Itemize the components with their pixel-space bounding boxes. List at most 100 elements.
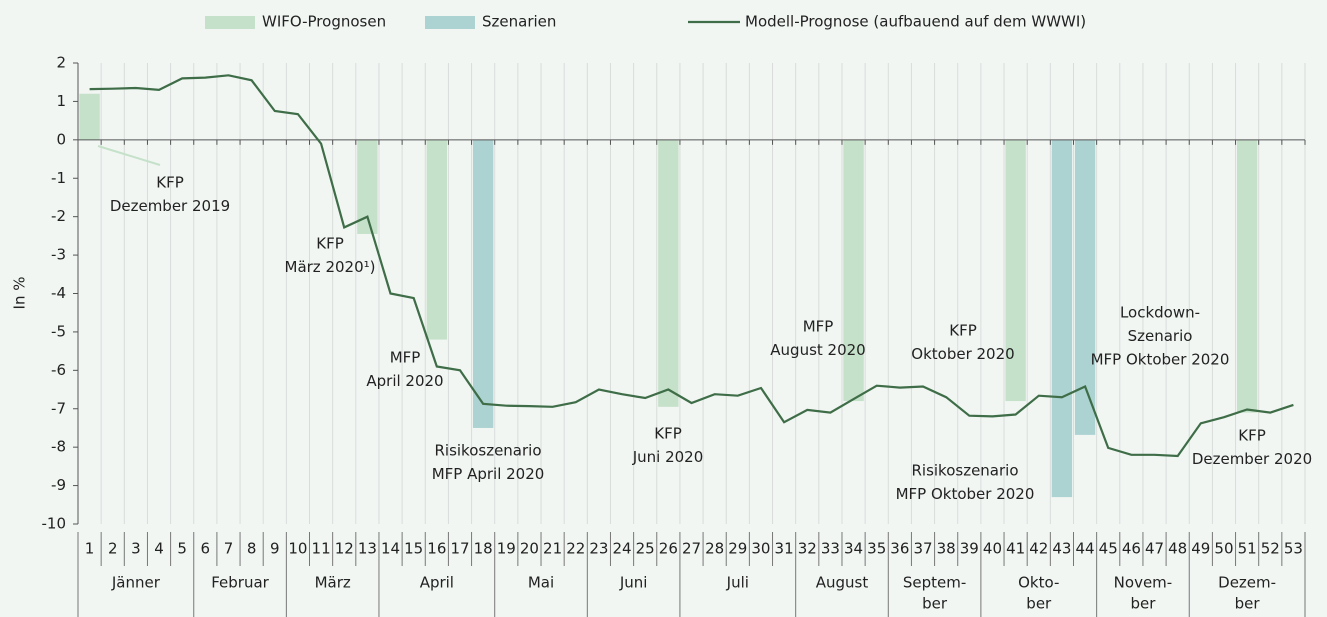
- x-tick-label: 33: [821, 540, 840, 558]
- annotation: Risikoszenario: [911, 462, 1018, 480]
- y-tick-label: -5: [51, 322, 66, 340]
- x-tick-label: 44: [1076, 540, 1095, 558]
- y-tick-label: 0: [56, 130, 66, 148]
- x-tick-label: 48: [1168, 540, 1187, 558]
- annotation: MFP Oktober 2020: [896, 485, 1035, 503]
- legend-label: WIFO-Prognosen: [262, 13, 386, 31]
- x-tick-label: 5: [177, 540, 187, 558]
- x-tick-label: 51: [1238, 540, 1257, 558]
- x-tick-label: 37: [913, 540, 932, 558]
- x-tick-label: 28: [705, 540, 724, 558]
- x-tick-label: 38: [937, 540, 956, 558]
- bar: [1005, 139, 1026, 402]
- annotation: MFP April 2020: [432, 465, 545, 483]
- annotation: April 2020: [366, 372, 443, 390]
- bar: [658, 139, 679, 407]
- bar: [426, 139, 448, 340]
- annotation: August 2020: [770, 341, 865, 359]
- annotation: Szenario: [1128, 327, 1193, 345]
- month-label: Mai: [528, 574, 554, 592]
- x-tick-label: 20: [520, 540, 539, 558]
- month-label: Septem-: [903, 574, 966, 592]
- x-tick-label: 17: [450, 540, 469, 558]
- legend-label: Modell-Prognose (aufbauend auf dem WWWI): [745, 13, 1086, 31]
- x-tick-label: 6: [201, 540, 211, 558]
- y-tick-label: -4: [51, 284, 66, 302]
- x-tick-label: 16: [427, 540, 446, 558]
- legend-swatch: [425, 16, 475, 29]
- x-tick-label: 53: [1284, 540, 1303, 558]
- x-tick-label: 47: [1145, 540, 1164, 558]
- x-tick-label: 10: [288, 540, 307, 558]
- annotation: März 2020¹): [285, 258, 376, 276]
- x-tick-label: 39: [960, 540, 979, 558]
- annotation: Dezember 2019: [110, 197, 230, 215]
- annotation: KFP: [316, 235, 344, 253]
- month-label: ber: [922, 595, 948, 613]
- x-tick-label: 46: [1122, 540, 1141, 558]
- annotation: Oktober 2020: [911, 345, 1014, 363]
- y-axis-label: In %: [11, 277, 29, 310]
- x-tick-label: 41: [1006, 540, 1025, 558]
- x-tick-label: 52: [1261, 540, 1280, 558]
- month-label: Februar: [211, 574, 269, 592]
- y-tick-label: -2: [51, 207, 66, 225]
- line: [89, 74, 1294, 458]
- x-tick-label: 34: [844, 540, 863, 558]
- annotation: KFP: [1238, 427, 1266, 445]
- month-label: Juni: [619, 574, 648, 592]
- annotation: KFP: [156, 174, 184, 192]
- y-tick-label: -10: [42, 515, 67, 533]
- month-label: August: [816, 574, 869, 592]
- x-tick-label: 40: [983, 540, 1002, 558]
- annotation-leader: [97, 145, 161, 166]
- y-tick-label: -7: [51, 399, 66, 417]
- y-tick-label: -6: [51, 361, 66, 379]
- x-tick-label: 21: [543, 540, 562, 558]
- x-tick-label: 23: [589, 540, 608, 558]
- x-tick-label: 24: [613, 540, 632, 558]
- bar: [1236, 139, 1258, 413]
- annotation: Dezember 2020: [1192, 450, 1312, 468]
- month-label: Dezem-: [1218, 574, 1276, 592]
- month-label: Juli: [726, 574, 749, 592]
- x-tick-label: 45: [1099, 540, 1118, 558]
- x-tick-label: 7: [224, 540, 234, 558]
- bar: [357, 139, 378, 234]
- bar: [1051, 139, 1073, 498]
- month-label: Novem-: [1114, 574, 1173, 592]
- x-tick-label: 3: [131, 540, 141, 558]
- x-tick-label: 49: [1191, 540, 1210, 558]
- x-tick-label: 43: [1052, 540, 1071, 558]
- x-tick-label: 11: [312, 540, 331, 558]
- x-tick-label: 42: [1029, 540, 1048, 558]
- annotation: KFP: [949, 322, 977, 340]
- y-tick-label: -1: [51, 169, 66, 187]
- x-tick-label: 1: [85, 540, 95, 558]
- x-tick-label: 8: [247, 540, 257, 558]
- annotation: MFP Oktober 2020: [1091, 351, 1230, 369]
- x-tick-label: 35: [867, 540, 886, 558]
- x-tick-label: 2: [108, 540, 118, 558]
- annotation: KFP: [654, 425, 682, 443]
- x-tick-label: 22: [566, 540, 585, 558]
- bar: [1074, 139, 1096, 435]
- x-tick-label: 25: [636, 540, 655, 558]
- legend-swatch: [205, 16, 255, 29]
- annotation: MFP: [803, 318, 834, 336]
- bar: [79, 93, 100, 140]
- y-tick-label: -3: [51, 246, 66, 264]
- x-tick-label: 4: [154, 540, 164, 558]
- bar: [843, 139, 864, 402]
- month-label: ber: [1130, 595, 1156, 613]
- x-tick-label: 13: [358, 540, 377, 558]
- month-label: ber: [1235, 595, 1261, 613]
- y-tick-label: -9: [51, 476, 66, 494]
- x-tick-label: 27: [682, 540, 701, 558]
- month-label: Jänner: [111, 574, 161, 592]
- x-tick-label: 26: [659, 540, 678, 558]
- annotation: Lockdown-: [1120, 304, 1200, 322]
- x-tick-label: 50: [1214, 540, 1233, 558]
- y-tick-label: 1: [56, 92, 66, 110]
